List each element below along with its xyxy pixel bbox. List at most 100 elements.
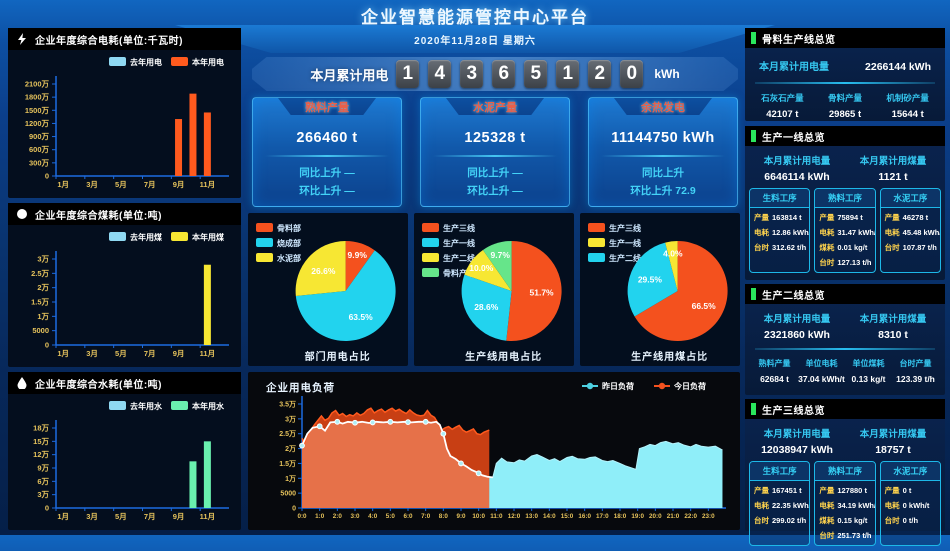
divider (755, 348, 935, 350)
svg-text:0: 0 (45, 504, 49, 513)
kpi-label: 本月累计用煤量 (859, 429, 927, 440)
process-card-title: 熟料工序 (815, 189, 875, 208)
metric-label: 台时产量 (899, 359, 932, 368)
stat-card-title: 水泥产量 (473, 101, 517, 114)
legend-item-昨日负荷[interactable]: 昨日负荷 (582, 381, 634, 391)
monthly-power-unit: kWh (654, 67, 680, 81)
legend-item-生产一线[interactable]: 生产一线 (422, 238, 475, 248)
metric-label: 台时 (754, 243, 769, 252)
metric-row: 台时 251.73 t/h (815, 530, 874, 541)
kpi-label: 本月累计用电量 (763, 156, 831, 167)
legend-item-去年用电[interactable]: 去年用电 (109, 57, 162, 67)
legend-item-生产一线[interactable]: 生产一线 (588, 238, 641, 248)
stat-cards-row: 熟料产量 266460 t 同比上升 — 环比上升 — 水泥产量 125328 … (252, 97, 738, 207)
legend-item-本年用水[interactable]: 本年用水 (171, 401, 225, 411)
svg-text:9.7%: 9.7% (491, 250, 511, 260)
legend-item-骨料产线[interactable]: 骨料产线 (422, 268, 475, 278)
metric-label: 台时 (884, 516, 900, 525)
svg-text:10:0: 10:0 (472, 513, 485, 520)
legend-item-去年用水[interactable]: 去年用水 (109, 401, 163, 411)
svg-text:11:0: 11:0 (490, 513, 503, 520)
svg-text:3月: 3月 (86, 180, 98, 189)
header-banner: 2020年11月28日 星期六 (175, 25, 775, 53)
svg-text:1500万: 1500万 (25, 106, 50, 115)
stat-card-value: 11144750 kWh (611, 130, 715, 146)
metric: 机制砂产量 15644 t (876, 92, 939, 120)
process-card-clinker: 熟料工序 产量 127880 t 电耗 34.19 kWh/t 煤耗 0.15 kg/… (814, 461, 876, 546)
header-date: 2020年11月28日 星期六 (414, 35, 536, 47)
data-point (475, 470, 482, 477)
legend-item-今日负荷[interactable]: 今日负荷 (654, 381, 706, 391)
legend-item-本年用煤[interactable]: 本年用煤 (171, 232, 224, 242)
metric-value: 22.35 kWh/t (772, 501, 811, 510)
kpi: 本月累计用电量 2321860 kWh (749, 311, 845, 341)
svg-text:9月: 9月 (173, 180, 185, 189)
metric-row: 产量 167451 t (750, 485, 809, 496)
legend-item-本年用电[interactable]: 本年用电 (171, 57, 224, 67)
bar-本年用水-11月 (203, 441, 211, 508)
metric-label: 台时 (819, 531, 835, 540)
pie-slice-生产二线 (627, 242, 678, 317)
svg-text:10.0%: 10.0% (469, 263, 494, 273)
metric-label: 产量 (754, 486, 769, 495)
metric-value: 29865 t (828, 109, 862, 120)
metric-label: 电耗 (819, 501, 835, 510)
panel-title: 生产三线总览 (762, 405, 825, 417)
svg-text:生产一线: 生产一线 (443, 238, 475, 248)
metric-label: 石灰石产量 (761, 93, 804, 103)
metric-row: 电耗 31.47 kWh/t (815, 227, 874, 238)
svg-text:本年用水: 本年用水 (191, 401, 225, 411)
svg-text:3万: 3万 (285, 415, 296, 423)
green-bar-icon (751, 130, 756, 142)
metric-value: 0.13 kg/t (851, 374, 886, 384)
bar-本年用电-11月 (203, 112, 211, 176)
svg-text:6:0: 6:0 (403, 513, 413, 520)
data-point (387, 418, 394, 425)
svg-text:生产线用煤占比: 生产线用煤占比 (631, 350, 708, 363)
legend-item-去年用煤[interactable]: 去年用煤 (109, 232, 162, 242)
process-card-raw: 生料工序 产量 167451 t 电耗 22.35 kWh/t 台时 299.02 t… (749, 461, 811, 546)
kpi-value: 8310 t (878, 329, 908, 341)
legend-item-生产三线[interactable]: 生产三线 (422, 223, 475, 233)
panel-title: 企业年度综合煤耗(单位:吨) (35, 210, 162, 222)
process-card-clinker: 熟料工序 产量 75894 t 电耗 31.47 kWh/t 煤耗 0.01 kg/t… (814, 188, 876, 273)
svg-text:26.6%: 26.6% (311, 266, 336, 276)
divider (601, 155, 725, 157)
metric-label: 电耗 (754, 228, 769, 237)
legend-item-烧成部[interactable]: 烧成部 (256, 238, 301, 248)
svg-text:1200万: 1200万 (25, 119, 50, 128)
process-cards: 生料工序 产量 167451 t 电耗 22.35 kWh/t 台时 299.02 t… (745, 459, 945, 551)
svg-text:13:0: 13:0 (525, 513, 538, 520)
panel-header: 生产三线总览 (745, 399, 945, 419)
metric-row: 台时 107.87 t/h (881, 242, 940, 253)
metric-label: 台时 (754, 516, 769, 525)
svg-text:骨料部: 骨料部 (277, 223, 301, 233)
svg-text:28.6%: 28.6% (474, 302, 499, 312)
stat-card-tab: 水泥产量 (446, 98, 544, 115)
panel-aggregate-line: 骨料生产线总览 本月累计用电量 2266144 kWh 石灰石产量 42107 … (745, 28, 945, 121)
svg-text:今日负荷: 今日负荷 (673, 381, 706, 391)
stat-card-tab: 熟料产量 (278, 98, 376, 115)
metric-value: 15644 t (891, 109, 924, 120)
power-load-chart: 企业用电负荷 昨日负荷 今日负荷 0 5000 1万 1.5万 2万 2.5万 3万 3.5万 0:0… (248, 372, 740, 530)
legend-item-生产二线[interactable]: 生产二线 (588, 253, 641, 263)
metric-label: 产量 (819, 213, 835, 222)
legend-item-水泥部[interactable]: 水泥部 (256, 253, 301, 263)
legend-item-骨料部[interactable]: 骨料部 (256, 223, 301, 233)
metric-label: 产量 (884, 213, 900, 222)
svg-text:本年用煤: 本年用煤 (191, 232, 224, 242)
process-card-title: 水泥工序 (880, 189, 940, 208)
monthly-power-label: 本月累计用电 (310, 67, 389, 83)
digit-box: 6 (492, 60, 516, 88)
legend-item-生产二线[interactable]: 生产二线 (422, 253, 475, 263)
legend-item-生产三线[interactable]: 生产三线 (588, 223, 641, 233)
green-bar-icon (751, 288, 756, 300)
svg-text:1月: 1月 (57, 349, 69, 358)
svg-text:300万: 300万 (29, 158, 50, 167)
metric-value: 123.39 t/h (896, 374, 935, 384)
panel-title: 生产二线总览 (762, 290, 825, 302)
metrics-row: 石灰石产量 42107 t 骨料产量 29865 t 机制砂产量 15644 t (745, 88, 945, 126)
svg-text:去年用水: 去年用水 (130, 401, 163, 411)
yoy-row: 同比上升 (642, 167, 684, 179)
metric-value: 0 t/h (902, 516, 919, 525)
